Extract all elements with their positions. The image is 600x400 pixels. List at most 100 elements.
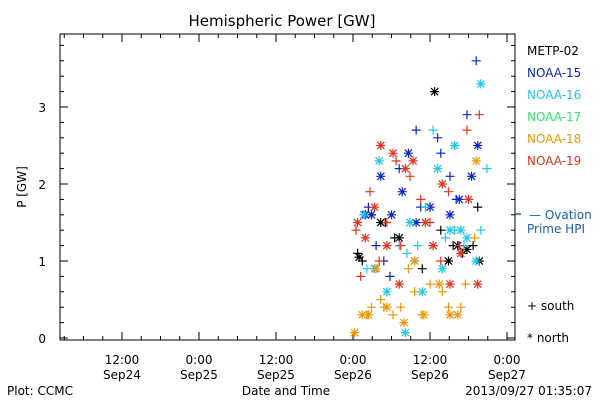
noaa-18-south-point <box>425 279 435 289</box>
noaa-16-north-point <box>437 264 447 274</box>
noaa-19-north-point <box>370 202 380 212</box>
north-mark-stroke <box>473 279 483 289</box>
noaa-16-north-point <box>471 256 481 266</box>
noaa-16-south-point <box>476 225 486 235</box>
metp-02-south-point <box>417 264 427 274</box>
noaa-16-north-point <box>405 218 415 227</box>
y-axis-label: P [GW] <box>15 166 29 208</box>
south-mark-stroke <box>471 56 481 66</box>
noaa-19-south-point <box>391 156 401 166</box>
south-mark-stroke <box>396 241 406 251</box>
noaa-16-north-point <box>374 156 384 166</box>
noaa-19-north-point <box>382 241 392 251</box>
noaa-15-north-point <box>411 218 421 227</box>
noaa-16-north-point <box>445 225 455 235</box>
legend: METP-02 NOAA-15 NOAA-16 NOAA-17 NOAA-18 NOAA-… <box>515 44 592 345</box>
south-mark-stroke <box>436 225 446 235</box>
south-mark-stroke <box>473 202 483 212</box>
south-mark-stroke <box>425 279 435 289</box>
noaa-19-north-point <box>437 179 447 189</box>
noaa-18-south-point <box>460 279 470 289</box>
south-mark-stroke <box>376 295 386 304</box>
metp-02-north-point <box>376 218 386 227</box>
noaa-18-north-point <box>382 302 392 312</box>
north-mark-stroke <box>382 241 392 251</box>
noaa-19-north-point <box>360 233 370 243</box>
noaa-19-north-point <box>464 194 473 204</box>
south-mark-stroke <box>410 287 420 297</box>
noaa-18-south-point <box>366 302 376 312</box>
south-mark-stroke <box>413 241 423 251</box>
noaa-19-south-point <box>474 110 484 120</box>
north-mark-stroke <box>394 233 404 243</box>
noaa-18-north-point <box>357 310 367 320</box>
noaa-18-north-point <box>363 310 373 320</box>
north-mark-stroke <box>376 171 386 181</box>
x-tick-label-date: Sep24 <box>103 368 141 382</box>
noaa-19-south-point <box>462 125 472 135</box>
noaa-18-north-point <box>434 279 444 289</box>
noaa-19-north-point <box>428 241 438 251</box>
noaa-15-north-point <box>467 171 477 181</box>
x-tick-label-date: Sep26 <box>334 368 372 382</box>
noaa-16-north-point <box>382 287 392 297</box>
y-tick-label: 0 <box>38 332 46 346</box>
south-mark-stroke <box>474 110 484 120</box>
y-tick-label: 3 <box>38 101 46 115</box>
south-mark-stroke <box>351 225 361 235</box>
noaa-19-north-point <box>400 164 410 174</box>
north-mark-stroke <box>394 279 404 289</box>
south-mark-stroke <box>462 125 472 135</box>
noaa-15-south-point <box>436 148 446 158</box>
legend-noaa-16: NOAA-16 <box>527 88 581 102</box>
noaa-19-north-point <box>408 156 418 166</box>
x-tick-label-time: 0:00 <box>494 353 521 367</box>
noaa-19-south-point <box>416 194 426 204</box>
noaa-19-south-point <box>351 225 361 235</box>
noaa-15-south-point <box>471 56 481 66</box>
x-tick-label-date: Sep25 <box>180 368 218 382</box>
south-mark-stroke <box>482 164 492 174</box>
metp-02-south-point <box>473 202 483 212</box>
north-mark-stroke <box>434 279 444 289</box>
north-mark-stroke <box>456 225 466 235</box>
north-mark-stroke <box>445 225 455 235</box>
x-tick-label-date: Sep26 <box>411 368 449 382</box>
south-mark-stroke <box>365 187 375 197</box>
north-mark-stroke <box>360 233 370 243</box>
north-mark-stroke <box>433 164 443 174</box>
north-mark-stroke <box>437 264 447 274</box>
north-mark-stroke <box>445 210 455 220</box>
noaa-16-north-point <box>462 233 472 243</box>
north-mark-stroke <box>366 210 376 220</box>
noaa-19-north-point <box>456 248 466 258</box>
south-mark-stroke <box>470 233 480 243</box>
noaa-16-north-point <box>400 328 410 338</box>
noaa-16-north-point <box>359 210 369 220</box>
north-mark-stroke <box>464 194 473 204</box>
metp-02-north-point <box>394 233 404 243</box>
north-mark-stroke <box>359 210 369 220</box>
north-mark-stroke <box>411 218 421 227</box>
south-mark-stroke <box>428 125 438 135</box>
noaa-19-south-point <box>396 241 406 251</box>
x-tick-label-time: 12:00 <box>413 353 448 367</box>
legend-noaa-15: NOAA-15 <box>527 66 581 80</box>
south-mark-stroke <box>420 202 430 212</box>
south-mark-stroke <box>443 187 453 197</box>
noaa-16-north-point <box>417 287 427 297</box>
north-mark-stroke <box>453 310 463 320</box>
noaa-15-south-point <box>411 125 421 135</box>
metp-02-south-point <box>436 225 446 235</box>
noaa-18-south-point <box>410 287 420 297</box>
north-mark-stroke <box>443 256 453 266</box>
noaa-18-south-point <box>403 264 413 274</box>
noaa-15-south-point <box>433 133 443 143</box>
south-mark-stroke <box>403 264 413 274</box>
south-mark-stroke <box>445 171 455 181</box>
north-mark-stroke <box>471 256 481 266</box>
timestamp: 2013/09/27 01:35:07 <box>465 384 592 398</box>
noaa-16-south-point <box>420 202 430 212</box>
